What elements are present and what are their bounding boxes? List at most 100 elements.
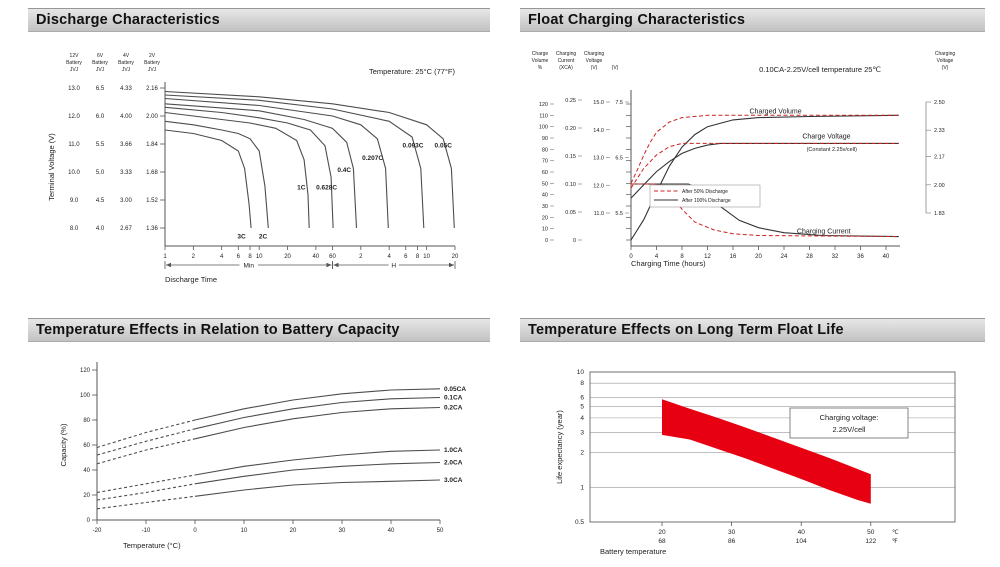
svg-text:40: 40 — [313, 254, 320, 260]
svg-text:4: 4 — [655, 254, 659, 260]
svg-text:13.0: 13.0 — [68, 86, 80, 92]
svg-text:80: 80 — [83, 418, 90, 424]
svg-text:120: 120 — [80, 368, 91, 374]
panel-capacity-temperature: Temperature Effects in Relation to Batte… — [28, 318, 490, 556]
svg-text:20: 20 — [755, 254, 762, 260]
svg-text:0.628C: 0.628C — [316, 185, 337, 192]
svg-text:50: 50 — [437, 528, 444, 534]
svg-text:℃: ℃ — [892, 530, 899, 536]
svg-text:8: 8 — [580, 380, 584, 387]
svg-text:℉: ℉ — [892, 539, 898, 545]
svg-text:122: 122 — [865, 538, 876, 545]
svg-text:70: 70 — [542, 159, 548, 165]
svg-text:Life expectancy (year): Life expectancy (year) — [555, 410, 564, 484]
svg-text:40: 40 — [542, 193, 548, 199]
svg-text:0.10CA-2.25V/cell temperature: 0.10CA-2.25V/cell temperature 25℃ — [759, 65, 881, 74]
svg-text:40: 40 — [798, 529, 806, 536]
svg-text:28: 28 — [806, 254, 813, 260]
svg-text:2C: 2C — [259, 234, 268, 241]
svg-text:90: 90 — [542, 136, 548, 142]
svg-text:0.10: 0.10 — [565, 182, 576, 188]
svg-text:0: 0 — [629, 254, 633, 260]
svg-text:1.36: 1.36 — [146, 226, 158, 232]
svg-text:30: 30 — [339, 528, 346, 534]
svg-text:(V): (V) — [942, 65, 949, 71]
svg-text:30: 30 — [542, 204, 548, 210]
svg-text:20: 20 — [83, 493, 90, 499]
panel-float-charging-title: Float Charging Characteristics — [528, 12, 746, 28]
svg-text:After 100% Discharge: After 100% Discharge — [682, 198, 731, 204]
panel-capacity-temperature-header: Temperature Effects in Relation to Batte… — [28, 318, 490, 342]
svg-text:4.33: 4.33 — [120, 86, 132, 92]
discharge-characteristics-chart: 12VBatteryJVJ13.012.011.010.09.08.06VBat… — [47, 53, 459, 284]
svg-text:2.33: 2.33 — [934, 128, 945, 134]
svg-text:2.0CA: 2.0CA — [444, 460, 463, 467]
svg-text:20: 20 — [542, 215, 548, 221]
svg-text:9.0: 9.0 — [70, 198, 79, 204]
svg-text:100: 100 — [539, 125, 548, 131]
svg-text:Charging Time (hours): Charging Time (hours) — [631, 259, 706, 268]
svg-text:3.00: 3.00 — [120, 198, 132, 204]
svg-text:0: 0 — [545, 238, 548, 244]
svg-text:0.2CA: 0.2CA — [444, 405, 463, 412]
svg-text:86: 86 — [728, 538, 736, 545]
svg-text:JVJ: JVJ — [122, 67, 131, 73]
panel-capacity-temperature-title: Temperature Effects in Relation to Batte… — [36, 322, 400, 338]
svg-text:Voltage: Voltage — [586, 58, 603, 64]
svg-text:JVJ: JVJ — [70, 67, 79, 73]
svg-text:Battery: Battery — [144, 60, 160, 66]
svg-text:1.84: 1.84 — [146, 142, 158, 148]
svg-text:1C: 1C — [297, 185, 306, 192]
svg-text:20: 20 — [452, 254, 459, 260]
svg-text:Charging: Charging — [935, 51, 956, 57]
svg-text:(V): (V) — [591, 65, 598, 71]
svg-text:6.5: 6.5 — [96, 86, 105, 92]
svg-text:6: 6 — [404, 254, 408, 260]
svg-text:10: 10 — [423, 254, 430, 260]
panel-float-charging-header: Float Charging Characteristics — [520, 8, 985, 32]
svg-text:12: 12 — [704, 254, 711, 260]
svg-text:After 50% Discharge: After 50% Discharge — [682, 189, 728, 195]
svg-text:JVJ: JVJ — [148, 67, 157, 73]
svg-text:Battery: Battery — [118, 60, 134, 66]
svg-text:2: 2 — [192, 254, 196, 260]
svg-text:10: 10 — [256, 254, 263, 260]
svg-text:Charging: Charging — [584, 51, 605, 57]
svg-text:10: 10 — [241, 528, 248, 534]
svg-text:Temperature: 25°C (77°F): Temperature: 25°C (77°F) — [369, 67, 456, 76]
svg-text:0.25: 0.25 — [565, 98, 576, 104]
svg-text:100: 100 — [80, 393, 91, 399]
svg-text:12.0: 12.0 — [593, 183, 604, 189]
svg-text:Battery: Battery — [92, 60, 108, 66]
svg-text:0.05: 0.05 — [565, 210, 576, 216]
svg-text:2.67: 2.67 — [120, 226, 132, 232]
panel-float-charging: Float Charging Characteristics Charge Vol… — [520, 8, 985, 274]
svg-text:Battery: Battery — [66, 60, 82, 66]
svg-text:5.0: 5.0 — [96, 170, 105, 176]
svg-text:1.83: 1.83 — [934, 211, 945, 217]
svg-text:3: 3 — [580, 429, 584, 436]
svg-text:1.0CA: 1.0CA — [444, 447, 463, 454]
svg-text:7.5: 7.5 — [615, 100, 623, 106]
svg-text:3C: 3C — [237, 234, 246, 241]
svg-text:60: 60 — [542, 170, 548, 176]
svg-text:8: 8 — [416, 254, 420, 260]
svg-text:(XCA): (XCA) — [559, 65, 573, 71]
svg-text:Charging voltage:: Charging voltage: — [820, 413, 879, 422]
svg-text:14.0: 14.0 — [593, 128, 604, 134]
svg-text:20: 20 — [290, 528, 297, 534]
svg-text:Discharge Time: Discharge Time — [165, 275, 217, 284]
svg-text:30: 30 — [728, 529, 736, 536]
svg-text:Charge Voltage: Charge Voltage — [802, 133, 850, 140]
svg-text:6.0: 6.0 — [96, 114, 105, 120]
svg-text:0.05CA: 0.05CA — [444, 386, 466, 393]
svg-text:4: 4 — [220, 254, 224, 260]
svg-text:3.66: 3.66 — [120, 142, 132, 148]
svg-text:16: 16 — [730, 254, 737, 260]
svg-text:6V: 6V — [97, 53, 104, 59]
svg-text:Charging: Charging — [556, 51, 577, 57]
svg-text:2.00: 2.00 — [934, 183, 945, 189]
svg-text:Terminal Voltage (V): Terminal Voltage (V) — [47, 133, 56, 201]
svg-text:10: 10 — [577, 369, 585, 376]
svg-text:Volume: Volume — [532, 58, 549, 64]
